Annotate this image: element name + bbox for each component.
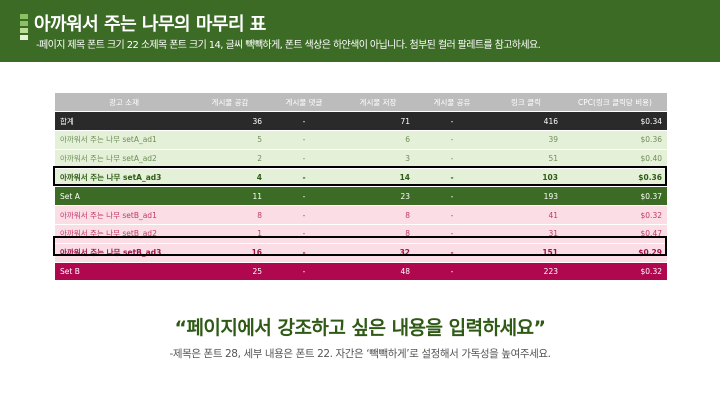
table-cell: 23	[341, 186, 415, 207]
header-bar: 아까워서 주는 나무의 마무리 표 -페이지 제목 폰트 크기 22 소제목 폰…	[0, 0, 720, 62]
table-cell: 14	[341, 168, 415, 188]
table-cell: 32	[341, 243, 415, 263]
table-cell: 71	[341, 111, 415, 132]
column-header: CPC(링크 클릭당 비용)	[563, 93, 667, 113]
ad-name-cell: 합계	[55, 111, 193, 132]
table-cell: -	[415, 224, 489, 244]
table-cell: 51	[489, 149, 563, 169]
table-cell: -	[267, 130, 341, 150]
table-cell: -	[267, 111, 341, 132]
highlight-quote: “페이지에서 강조하고 싶은 내용을 입력하세요”	[174, 317, 546, 339]
column-header: 링크 클릭	[489, 93, 563, 113]
table-row: 아까워서 주는 나무 setB_ad3 16-32-151 $0.29	[55, 243, 667, 263]
table-row: 아까워서 주는 나무 setA_ad2 2-3-51 $0.40	[55, 149, 667, 169]
table-cell: 39	[489, 130, 563, 150]
table-cell: -	[415, 205, 489, 226]
table-cell: $0.32	[563, 205, 667, 226]
table-cell: 103	[489, 168, 563, 188]
table-cell: $0.37	[563, 186, 667, 207]
table-cell: -	[267, 186, 341, 207]
table-cell: 5	[193, 130, 267, 150]
table-cell: 4	[193, 168, 267, 188]
table-cell: -	[267, 262, 341, 282]
table-cell: $0.47	[563, 224, 667, 244]
table-row: Set B 25-48-223 $0.32	[55, 262, 667, 282]
table-row: 아까워서 주는 나무 setA_ad3 4-14-103 $0.36	[55, 168, 667, 188]
table-cell: -	[267, 168, 341, 188]
table-cell: -	[267, 205, 341, 226]
column-header: 게시물 공감	[193, 93, 267, 113]
table-cell: -	[415, 186, 489, 207]
ad-name-cell: 아까워서 주는 나무 setA_ad3	[55, 168, 193, 188]
table-cell: 11	[193, 186, 267, 207]
table-cell: 1	[193, 224, 267, 244]
table-row: 아까워서 주는 나무 setA_ad1 5-6-39 $0.36	[55, 130, 667, 150]
table-cell: -	[267, 224, 341, 244]
table-cell: 16	[193, 243, 267, 263]
table-cell: $0.36	[563, 168, 667, 188]
table-row: Set A 11-23-193 $0.37	[55, 186, 667, 207]
table-cell: 31	[489, 224, 563, 244]
ad-name-cell: Set A	[55, 186, 193, 207]
table-cell: 223	[489, 262, 563, 282]
table-cell: 6	[341, 130, 415, 150]
table-cell: 416	[489, 111, 563, 132]
table-cell: 151	[489, 243, 563, 263]
table-cell: 2	[193, 149, 267, 169]
stacked-bars-icon	[20, 14, 28, 42]
table-cell: -	[415, 130, 489, 150]
table-cell: 48	[341, 262, 415, 282]
table-cell: -	[415, 262, 489, 282]
table-header-row: 광고 소재 게시물 공감 게시물 댓글 게시물 저장 게시물 공유 링크 클릭 …	[55, 93, 667, 113]
table-cell: 25	[193, 262, 267, 282]
table-cell: 193	[489, 186, 563, 207]
ad-name-cell: 아까워서 주는 나무 setA_ad2	[55, 149, 193, 169]
ad-name-cell: 아까워서 주는 나무 setB_ad2	[55, 224, 193, 244]
column-header: 게시물 댓글	[267, 93, 341, 113]
table-cell: $0.29	[563, 243, 667, 263]
ad-name-cell: 아까워서 주는 나무 setA_ad1	[55, 130, 193, 150]
table-cell: -	[415, 168, 489, 188]
table-row: 아까워서 주는 나무 setB_ad1 8-8-41 $0.32	[55, 205, 667, 226]
table-cell: 41	[489, 205, 563, 226]
column-header: 게시물 공유	[415, 93, 489, 113]
ad-name-cell: 아까워서 주는 나무 setB_ad1	[55, 205, 193, 226]
table-cell: $0.40	[563, 149, 667, 169]
table-cell: -	[415, 243, 489, 263]
page-title: 아까워서 주는 나무의 마무리 표	[34, 14, 266, 35]
table-cell: $0.36	[563, 130, 667, 150]
table-cell: $0.32	[563, 262, 667, 282]
table-cell: -	[415, 149, 489, 169]
table-body: 합계 36-71-416 $0.34 아까워서 주는 나무 setA_ad1 5-6-3…	[55, 111, 667, 282]
ad-performance-table: 광고 소재 게시물 공감 게시물 댓글 게시물 저장 게시물 공유 링크 클릭 …	[55, 93, 667, 282]
table-cell: -	[267, 243, 341, 263]
ad-name-cell: Set B	[55, 262, 193, 282]
table-cell: -	[267, 149, 341, 169]
table-cell: 36	[193, 111, 267, 132]
table-cell: -	[415, 111, 489, 132]
table-cell: 8	[341, 224, 415, 244]
table-cell: 3	[341, 149, 415, 169]
table-cell: 8	[193, 205, 267, 226]
column-header: 광고 소재	[55, 93, 193, 113]
page-subtitle: -페이지 제목 폰트 크기 22 소제목 폰트 크기 14, 글씨 빽빽하게, …	[36, 40, 541, 51]
guide-note: -제목은 폰트 28, 세부 내용은 폰트 22. 자간은 ‘빽빽하게’로 설정…	[169, 348, 551, 360]
table-cell: 8	[341, 205, 415, 226]
column-header: 게시물 저장	[341, 93, 415, 113]
ad-name-cell: 아까워서 주는 나무 setB_ad3	[55, 243, 193, 263]
table-row: 아까워서 주는 나무 setB_ad2 1-8-31 $0.47	[55, 224, 667, 244]
table-cell: $0.34	[563, 111, 667, 132]
table-row: 합계 36-71-416 $0.34	[55, 111, 667, 132]
